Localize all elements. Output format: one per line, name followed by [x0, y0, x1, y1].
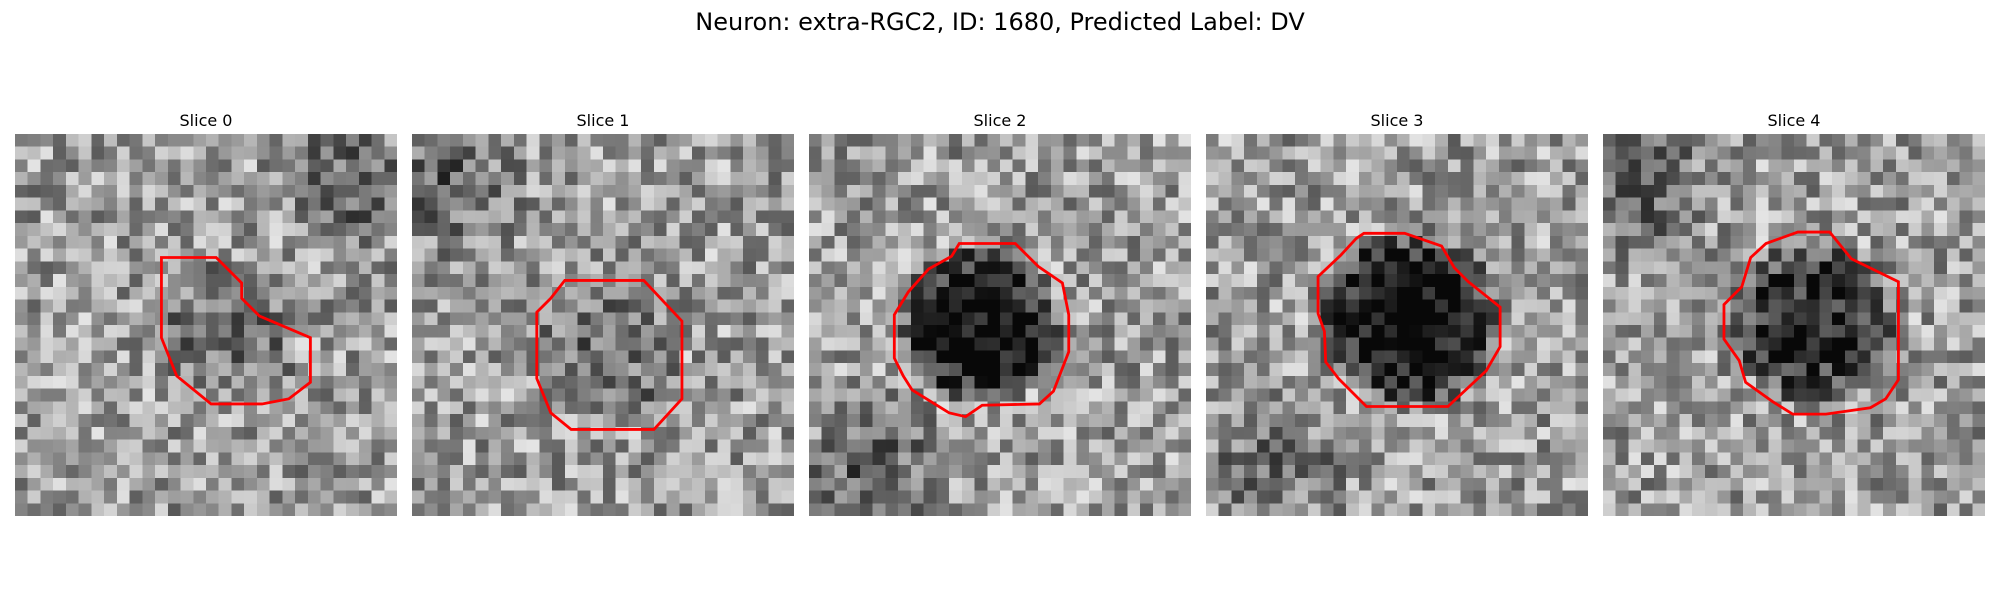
slice-pixels-0 [15, 134, 397, 516]
slice-title-1: Slice 1 [576, 111, 630, 130]
slice-image-2 [809, 134, 1191, 516]
slice-title-4: Slice 4 [1767, 111, 1821, 130]
slice-title-0: Slice 0 [179, 111, 233, 130]
slice-pixels-4 [1603, 134, 1985, 516]
slice-pixels-1 [412, 134, 794, 516]
slice-image-3 [1206, 134, 1588, 516]
slice-title-3: Slice 3 [1370, 111, 1424, 130]
slice-image-1 [412, 134, 794, 516]
slice-image-0 [15, 134, 397, 516]
slice-panel-4: Slice 4 [1603, 108, 1985, 516]
neuron-contour-4 [1722, 230, 1900, 416]
slice-pixels-3 [1206, 134, 1588, 516]
slice-image-4 [1603, 134, 1985, 516]
neuron-contour-0 [160, 256, 312, 406]
neuron-contour-1 [535, 279, 684, 431]
neuron-contour-2 [892, 242, 1071, 419]
slice-panel-0: Slice 0 [15, 108, 397, 516]
figure-title: Neuron: extra-RGC2, ID: 1680, Predicted … [695, 8, 1305, 36]
slice-panel-2: Slice 2 [809, 108, 1191, 516]
neuron-contour-3 [1316, 231, 1502, 408]
slice-panel-1: Slice 1 [412, 108, 794, 516]
slice-title-2: Slice 2 [973, 111, 1027, 130]
slice-pixels-2 [809, 134, 1191, 516]
slice-panel-3: Slice 3 [1206, 108, 1588, 516]
